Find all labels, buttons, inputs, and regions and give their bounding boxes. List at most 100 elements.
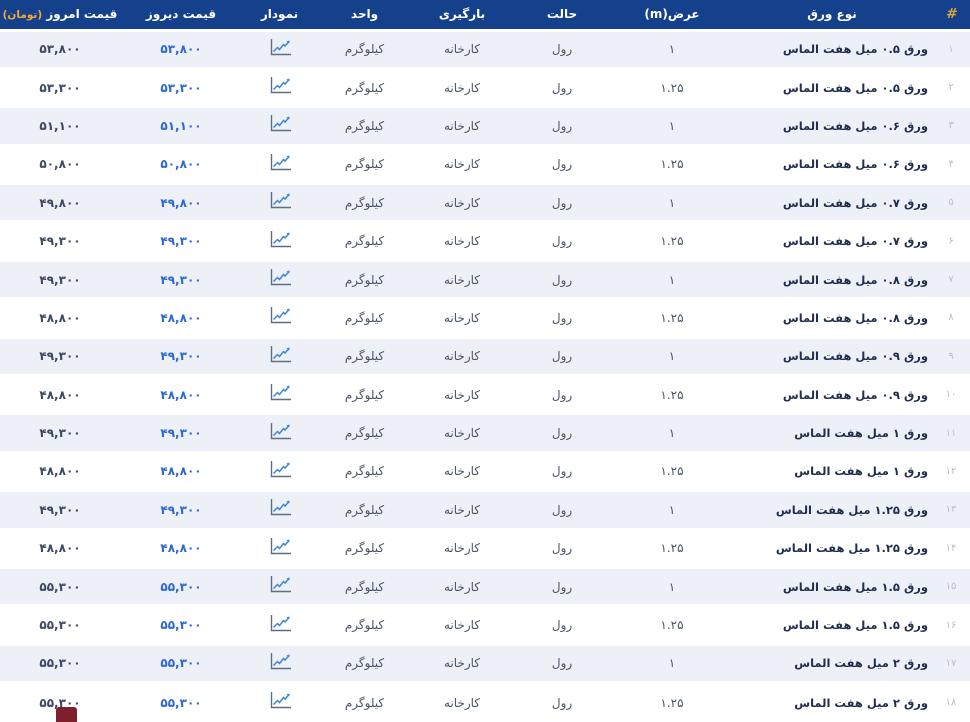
- price-yesterday-value[interactable]: ۵۵,۳۰۰: [120, 605, 242, 645]
- unit-value: کیلوگرم: [317, 642, 412, 685]
- width-value: ۱: [612, 335, 732, 378]
- price-yesterday-value[interactable]: ۴۸,۸۰۰: [120, 529, 242, 568]
- loading-value: کارخانه: [412, 565, 512, 608]
- table-row: ۹ ورق ۰.۹ میل هفت الماس ۱ رول کارخانه کی…: [0, 335, 970, 378]
- chart-cell: [242, 221, 317, 261]
- chart-icon[interactable]: [267, 114, 293, 134]
- chart-icon[interactable]: [267, 537, 293, 557]
- width-value: ۱.۲۵: [612, 298, 732, 338]
- unit-value: کیلوگرم: [317, 68, 412, 107]
- chart-icon[interactable]: [267, 345, 293, 365]
- chart-icon[interactable]: [267, 383, 293, 403]
- chart-icon[interactable]: [267, 268, 293, 288]
- chart-icon[interactable]: [267, 575, 293, 595]
- state-value: رول: [512, 258, 612, 301]
- state-value: رول: [512, 182, 612, 224]
- unit-value: کیلوگرم: [317, 452, 412, 491]
- table-row: ۲ ورق ۰.۵ میل هفت الماس ۱.۲۵ رول کارخانه…: [0, 68, 970, 107]
- table-row: ۱۶ ورق ۱.۵ میل هفت الماس ۱.۲۵ رول کارخان…: [0, 605, 970, 645]
- price-today-value: ۴۹,۳۰۰: [0, 412, 120, 454]
- price-yesterday-value[interactable]: ۴۹,۳۰۰: [120, 335, 242, 378]
- table-row: ۱۴ ورق ۱.۲۵ میل هفت الماس ۱.۲۵ رول کارخا…: [0, 529, 970, 568]
- chart-icon[interactable]: [267, 422, 293, 442]
- price-yesterday-value[interactable]: ۵۵,۳۰۰: [120, 565, 242, 608]
- width-value: ۱: [612, 182, 732, 224]
- table-row: ۱۰ ورق ۰.۹ میل هفت الماس ۱.۲۵ رول کارخان…: [0, 375, 970, 414]
- price-yesterday-value[interactable]: ۴۹,۸۰۰: [120, 182, 242, 224]
- table-header-row: # نوع ورق عرض(m) حالت بارگیری واحد نمودا…: [0, 0, 970, 30]
- chart-icon[interactable]: [267, 191, 293, 211]
- chart-icon[interactable]: [267, 614, 293, 634]
- chart-cell: [242, 375, 317, 414]
- row-number: ۱: [932, 28, 970, 70]
- chart-icon[interactable]: [267, 652, 293, 672]
- chart-cell: [242, 258, 317, 301]
- sheet-type-label: ورق ۲ میل هفت الماس: [732, 642, 932, 685]
- price-yesterday-value[interactable]: ۴۸,۸۰۰: [120, 298, 242, 338]
- table-row: ۱۸ ورق ۲ میل هفت الماس ۱.۲۵ رول کارخانه …: [0, 682, 970, 722]
- price-yesterday-value[interactable]: ۴۹,۳۰۰: [120, 258, 242, 301]
- state-value: رول: [512, 335, 612, 378]
- chart-icon[interactable]: [267, 691, 293, 711]
- column-header-width: عرض(m): [612, 0, 732, 30]
- chart-cell: [242, 529, 317, 568]
- row-number: ۹: [932, 335, 970, 378]
- price-today-value: ۴۹,۳۰۰: [0, 221, 120, 261]
- price-today-value: ۴۹,۸۰۰: [0, 182, 120, 224]
- chart-cell: [242, 105, 317, 147]
- chart-icon[interactable]: [267, 38, 293, 58]
- price-yesterday-value[interactable]: ۴۹,۳۰۰: [120, 489, 242, 531]
- column-header-loading: بارگیری: [412, 0, 512, 30]
- sheet-type-label: ورق ۰.۷ میل هفت الماس: [732, 221, 932, 261]
- sheet-type-label: ورق ۱.۵ میل هفت الماس: [732, 605, 932, 645]
- state-value: رول: [512, 298, 612, 338]
- price-today-value: ۴۸,۸۰۰: [0, 375, 120, 414]
- price-yesterday-value[interactable]: ۵۱,۱۰۰: [120, 105, 242, 147]
- width-value: ۱: [612, 258, 732, 301]
- width-value: ۱.۲۵: [612, 68, 732, 107]
- price-today-value: ۴۹,۳۰۰: [0, 258, 120, 301]
- price-yesterday-value[interactable]: ۴۸,۸۰۰: [120, 452, 242, 491]
- price-yesterday-value[interactable]: ۵۰,۸۰۰: [120, 145, 242, 184]
- chart-icon[interactable]: [267, 76, 293, 96]
- column-header-price-yesterday: قیمت دیروز: [120, 0, 242, 30]
- sheet-type-label: ورق ۱.۲۵ میل هفت الماس: [732, 529, 932, 568]
- price-yesterday-value[interactable]: ۵۳,۸۰۰: [120, 28, 242, 70]
- row-number: ۲: [932, 68, 970, 107]
- loading-value: کارخانه: [412, 412, 512, 454]
- unit-value: کیلوگرم: [317, 258, 412, 301]
- chart-cell: [242, 489, 317, 531]
- price-yesterday-value[interactable]: ۴۸,۸۰۰: [120, 375, 242, 414]
- price-today-value: ۴۸,۸۰۰: [0, 452, 120, 491]
- unit-value: کیلوگرم: [317, 682, 412, 722]
- table-row: ۱۵ ورق ۱.۵ میل هفت الماس ۱ رول کارخانه ک…: [0, 565, 970, 608]
- width-value: ۱.۲۵: [612, 682, 732, 722]
- state-value: رول: [512, 529, 612, 568]
- loading-value: کارخانه: [412, 221, 512, 261]
- price-today-value: ۴۹,۳۰۰: [0, 489, 120, 531]
- price-today-value: ۴۸,۸۰۰: [0, 298, 120, 338]
- row-number: ۵: [932, 182, 970, 224]
- price-today-value: ۴۸,۸۰۰: [0, 529, 120, 568]
- chart-icon[interactable]: [267, 460, 293, 480]
- chart-icon[interactable]: [267, 498, 293, 518]
- table-row: ۶ ورق ۰.۷ میل هفت الماس ۱.۲۵ رول کارخانه…: [0, 221, 970, 261]
- price-yesterday-value[interactable]: ۵۵,۳۰۰: [120, 642, 242, 685]
- sheet-type-label: ورق ۰.۶ میل هفت الماس: [732, 105, 932, 147]
- chart-icon[interactable]: [267, 230, 293, 250]
- price-yesterday-value[interactable]: ۴۹,۳۰۰: [120, 221, 242, 261]
- price-yesterday-value[interactable]: ۵۳,۳۰۰: [120, 68, 242, 107]
- chart-icon[interactable]: [267, 153, 293, 173]
- sheet-type-label: ورق ۰.۷ میل هفت الماس: [732, 182, 932, 224]
- width-value: ۱.۲۵: [612, 452, 732, 491]
- chart-icon[interactable]: [267, 306, 293, 326]
- price-yesterday-value[interactable]: ۴۹,۳۰۰: [120, 412, 242, 454]
- loading-value: کارخانه: [412, 28, 512, 70]
- loading-value: کارخانه: [412, 335, 512, 378]
- loading-value: کارخانه: [412, 605, 512, 645]
- unit-value: کیلوگرم: [317, 375, 412, 414]
- table-row: ۵ ورق ۰.۷ میل هفت الماس ۱ رول کارخانه کی…: [0, 182, 970, 224]
- state-value: رول: [512, 605, 612, 645]
- sheet-type-label: ورق ۲ میل هفت الماس: [732, 682, 932, 722]
- price-yesterday-value[interactable]: ۵۵,۳۰۰: [120, 682, 242, 722]
